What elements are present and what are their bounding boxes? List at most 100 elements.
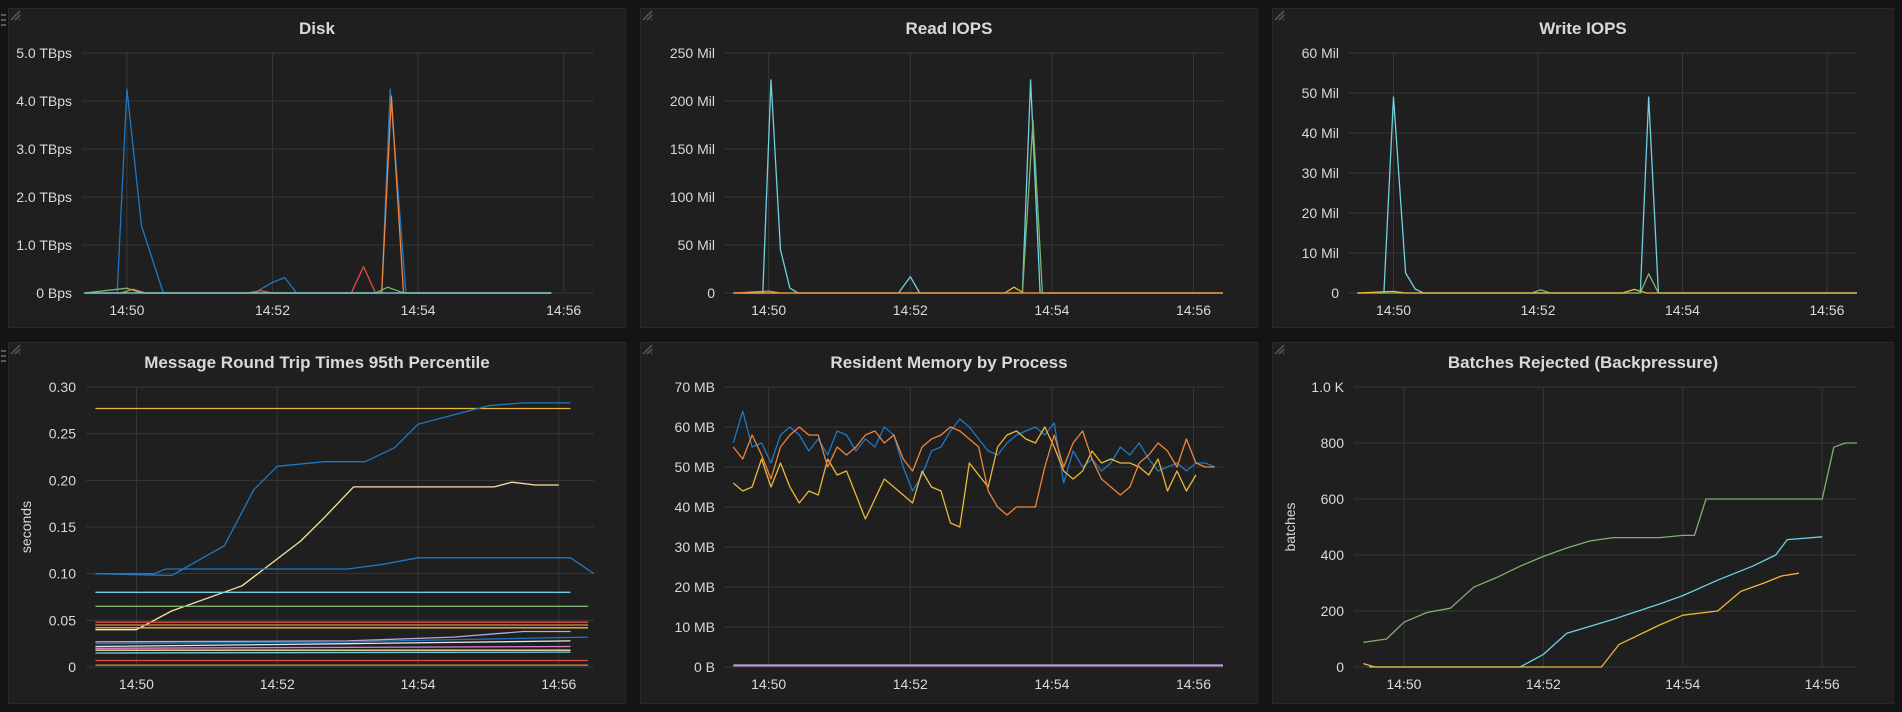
y-tick-label: 0.05 xyxy=(49,612,76,628)
y-tick-label: 1.0 K xyxy=(1311,379,1344,395)
series-line-1 xyxy=(733,119,1223,294)
series-line-2 xyxy=(732,426,1215,516)
y-tick-label: 0 xyxy=(1331,285,1339,301)
y-tick-label: 0 xyxy=(707,285,715,301)
resize-handle-icon[interactable] xyxy=(1273,9,1285,21)
x-tick-label: 14:54 xyxy=(401,302,436,318)
series-line-1 xyxy=(84,95,552,294)
resize-handle-icon[interactable] xyxy=(9,9,21,21)
resize-handle-icon[interactable] xyxy=(641,9,653,21)
series-line-3 xyxy=(95,557,595,575)
x-tick-label: 14:52 xyxy=(893,302,928,318)
y-tick-label: 0.25 xyxy=(49,426,76,442)
y-tick-label: 0 xyxy=(1336,659,1344,675)
series-line-2 xyxy=(1357,288,1857,294)
x-tick-label: 14:54 xyxy=(1665,302,1700,318)
panel-title[interactable]: Disk xyxy=(299,19,335,38)
y-tick-label: 3.0 TBps xyxy=(16,141,72,157)
y-tick-label: 50 Mil xyxy=(1302,85,1339,101)
y-tick-label: 0.15 xyxy=(49,519,76,535)
y-tick-label: 0.10 xyxy=(49,566,76,582)
series-line-1 xyxy=(732,426,1197,528)
y-tick-label: 400 xyxy=(1321,547,1345,563)
series-line-2 xyxy=(733,286,1223,294)
series-line-0 xyxy=(1357,96,1857,294)
panel-message-round-trip[interactable]: Message Round Trip Times 95th Percentile… xyxy=(8,342,626,704)
y-tick-label: 50 Mil xyxy=(678,237,715,253)
x-tick-label: 14:54 xyxy=(1034,676,1069,692)
row-1-handle[interactable] xyxy=(0,14,7,28)
x-tick-label: 14:56 xyxy=(1809,302,1844,318)
y-tick-label: 30 MB xyxy=(675,539,715,555)
x-tick-label: 14:54 xyxy=(400,676,435,692)
y-tick-label: 5.0 TBps xyxy=(16,45,72,61)
resize-handle-icon[interactable] xyxy=(9,343,21,355)
y-tick-label: 20 MB xyxy=(675,579,715,595)
x-tick-label: 14:50 xyxy=(119,676,154,692)
panel-resident-memory[interactable]: Resident Memory by Process 0 B 10 MB 20 MB… xyxy=(640,342,1258,704)
panel-title[interactable]: Write IOPS xyxy=(1539,19,1627,38)
series-line-1 xyxy=(1369,536,1823,668)
row-2-handle[interactable] xyxy=(0,350,7,364)
y-tick-label: 200 Mil xyxy=(670,93,715,109)
series-line-0 xyxy=(732,410,1215,492)
series-line-3 xyxy=(733,290,1223,294)
read-iops-chart: 0 50 Mil 100 Mil 150 Mil 200 Mil 250 Mil 14:50… xyxy=(670,45,1223,318)
panel-title[interactable]: Message Round Trip Times 95th Percentile xyxy=(144,353,490,372)
x-tick-label: 14:56 xyxy=(541,676,576,692)
resident-memory-chart: 0 B 10 MB 20 MB 30 MB 40 MB 50 MB 60 MB 70 MB 14… xyxy=(675,379,1223,692)
resize-handle-icon[interactable] xyxy=(641,343,653,355)
panel-read-iops[interactable]: Read IOPS 0 50 Mil 100 Mil 150 Mil 200 Mil 25… xyxy=(640,8,1258,328)
panel-disk[interactable]: Disk 0 Bps 1.0 TBps 2.0 TBps 3.0 TBps 4.0 TB… xyxy=(8,8,626,328)
series-line-0 xyxy=(1363,442,1857,644)
batches-rejected-chart: 0 200 400 600 800 1.0 K 14:50 14:52 14:54 14:56 ba… xyxy=(1282,379,1857,692)
series-line-0 xyxy=(733,79,1223,294)
series-line-3 xyxy=(84,286,552,294)
write-iops-chart: 0 10 Mil 20 Mil 30 Mil 40 Mil 50 Mil 60 Mil 14:… xyxy=(1302,45,1857,318)
y-tick-label: 60 Mil xyxy=(1302,45,1339,61)
x-tick-label: 14:52 xyxy=(255,302,290,318)
x-tick-label: 14:50 xyxy=(1386,676,1421,692)
y-tick-label: 0.30 xyxy=(49,379,76,395)
y-tick-label: 0 xyxy=(68,659,76,675)
panel-title[interactable]: Resident Memory by Process xyxy=(830,353,1068,372)
panel-title[interactable]: Read IOPS xyxy=(905,19,993,38)
series-line-12 xyxy=(95,645,571,649)
panel-batches-rejected[interactable]: Batches Rejected (Backpressure) 0 200 400 6… xyxy=(1272,342,1894,704)
series-line-10 xyxy=(95,636,589,645)
x-tick-label: 14:52 xyxy=(1520,302,1555,318)
y-tick-label: 100 Mil xyxy=(670,189,715,205)
y-tick-label: 20 Mil xyxy=(1302,205,1339,221)
y-tick-label: 0 B xyxy=(694,659,715,675)
panel-title[interactable]: Batches Rejected (Backpressure) xyxy=(1447,353,1719,372)
y-tick-label: 40 MB xyxy=(675,499,715,515)
series-line-2 xyxy=(1363,572,1800,668)
x-tick-label: 14:50 xyxy=(751,302,786,318)
series-line-14 xyxy=(95,651,571,654)
panel-write-iops[interactable]: Write IOPS 0 10 Mil 20 Mil 30 Mil 40 Mil 50 M… xyxy=(1272,8,1894,328)
y-tick-label: 600 xyxy=(1321,491,1345,507)
y-axis-label: seconds xyxy=(18,501,34,553)
y-tick-label: 200 xyxy=(1321,603,1345,619)
y-tick-label: 40 Mil xyxy=(1302,125,1339,141)
y-tick-label: 50 MB xyxy=(675,459,715,475)
x-tick-label: 14:52 xyxy=(893,676,928,692)
x-tick-label: 14:54 xyxy=(1034,302,1069,318)
y-axis-label: batches xyxy=(1282,502,1298,551)
disk-chart: 0 Bps 1.0 TBps 2.0 TBps 3.0 TBps 4.0 TBps 5.0… xyxy=(16,45,594,318)
y-tick-label: 150 Mil xyxy=(670,141,715,157)
y-tick-label: 10 MB xyxy=(675,619,715,635)
resize-handle-icon[interactable] xyxy=(1273,343,1285,355)
y-tick-label: 800 xyxy=(1321,435,1345,451)
y-tick-label: 70 MB xyxy=(675,379,715,395)
series-line-1 xyxy=(95,402,571,577)
x-tick-label: 14:56 xyxy=(546,302,581,318)
series-line-1 xyxy=(1357,273,1857,294)
round-trip-chart: 0 0.05 0.10 0.15 0.20 0.25 0.30 14:50 14:52 14:54… xyxy=(18,379,595,692)
series-line-2 xyxy=(95,481,559,631)
y-tick-label: 30 Mil xyxy=(1302,165,1339,181)
series-line-2 xyxy=(84,265,552,294)
x-tick-label: 14:56 xyxy=(1805,676,1840,692)
y-tick-label: 10 Mil xyxy=(1302,245,1339,261)
x-tick-label: 14:50 xyxy=(109,302,144,318)
